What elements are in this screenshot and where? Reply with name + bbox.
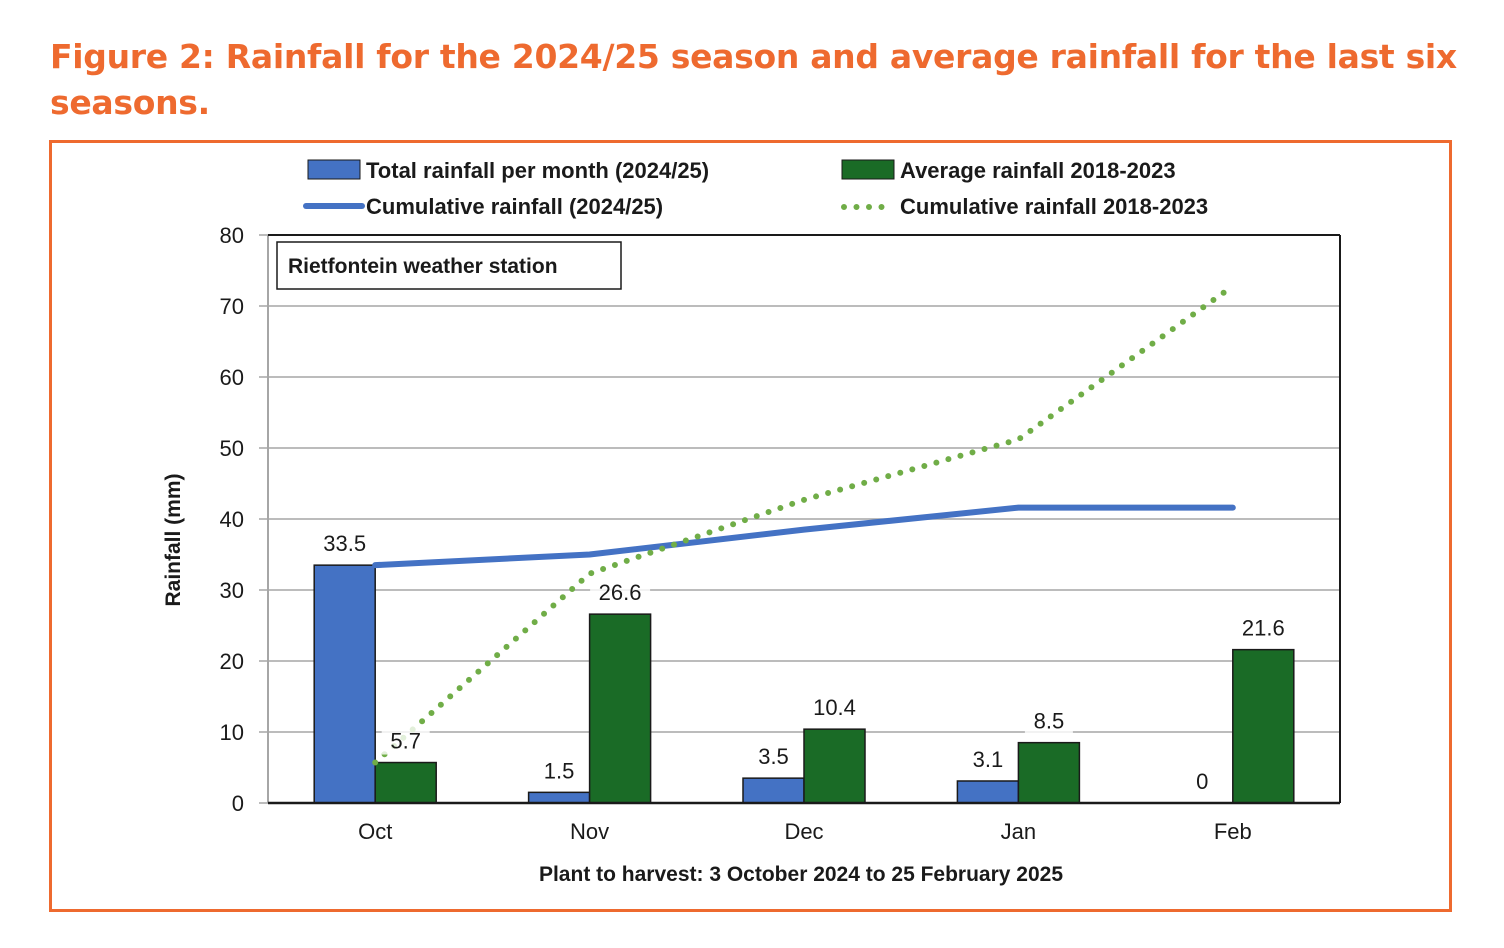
data-label-total-dec: 3.5	[758, 744, 789, 769]
legend-item-cumulative-2024[interactable]: Cumulative rainfall (2024/25)	[303, 194, 663, 219]
data-label-average-jan: 8.5	[1034, 709, 1065, 734]
bar-total-2024-jan	[956, 780, 1020, 804]
y-tick-label: 80	[220, 223, 244, 248]
data-label-average-feb: 21.6	[1242, 616, 1285, 641]
data-label-total-feb-bg	[1190, 767, 1215, 795]
bar-total-2024-nov	[527, 791, 591, 804]
y-tick-label: 40	[220, 507, 244, 532]
data-label-total-jan: 3.1	[973, 747, 1004, 772]
y-axis-ticks: 0 10 20 30 40 50 60 70 80	[220, 223, 268, 816]
x-tick-label-oct: Oct	[358, 819, 392, 844]
legend: Total rainfall per month (2024/25) Avera…	[303, 158, 1208, 219]
y-tick-label: 30	[220, 578, 244, 603]
station-box	[276, 241, 622, 290]
y-tick-label: 60	[220, 365, 244, 390]
data-label-average-dec-bg	[804, 693, 865, 722]
bar-total-2024-dec	[742, 777, 805, 804]
line-cumulative-2024	[372, 504, 1236, 569]
data-label-average-oct: 5.7	[390, 729, 421, 754]
y-tick-label: 20	[220, 649, 244, 674]
bars	[313, 564, 1295, 804]
bar-total-2024-oct	[313, 564, 376, 804]
data-label-total-nov: 1.5	[544, 758, 575, 783]
data-label-total-oct-bg	[314, 529, 375, 558]
x-tick-label-nov: Nov	[570, 819, 609, 844]
gridlines	[268, 234, 1340, 733]
x-tick-label-dec: Dec	[784, 819, 823, 844]
chart-frame	[49, 140, 1452, 912]
station-annotation: Rietfontein weather station	[276, 241, 622, 290]
data-label-average-oct-bg	[381, 726, 430, 755]
y-tick-label: 50	[220, 436, 244, 461]
legend-swatch-bar-green	[841, 159, 895, 180]
data-label-total-jan-bg	[963, 744, 1012, 773]
figure-title: Figure 2: Rainfall for the 2024/25 seaso…	[50, 37, 1457, 122]
y-tick-label: 0	[232, 791, 244, 816]
legend-label: Cumulative rainfall 2018-2023	[900, 194, 1208, 219]
legend-item-total-2024[interactable]: Total rainfall per month (2024/25)	[307, 158, 709, 183]
x-axis-title: Plant to harvest: 3 October 2024 to 25 F…	[539, 863, 1063, 886]
y-tick-label: 10	[220, 720, 244, 745]
x-axis-ticks: Oct Nov Dec Jan Feb	[358, 819, 1252, 844]
data-labels: 33.5 5.7 1.5 26.6 3.5 10.4 3.1 8.5 0 21.6	[314, 529, 1294, 795]
data-label-average-feb-bg	[1233, 613, 1294, 642]
bar-average-jan	[1017, 741, 1081, 804]
data-label-average-dec: 10.4	[813, 695, 856, 720]
station-label: Rietfontein weather station	[288, 255, 558, 278]
data-label-average-nov: 26.6	[599, 580, 642, 605]
bar-average-dec	[803, 728, 866, 804]
data-label-average-jan-bg	[1024, 706, 1073, 735]
legend-label: Total rainfall per month (2024/25)	[366, 158, 709, 183]
y-axis-title: Rainfall (mm)	[162, 473, 185, 606]
cumulative-lines	[372, 283, 1236, 766]
legend-label: Average rainfall 2018-2023	[900, 158, 1176, 183]
data-label-total-dec-bg	[749, 742, 798, 771]
bar-average-feb	[1232, 648, 1295, 804]
x-tick-label-jan: Jan	[1001, 819, 1036, 844]
data-label-total-feb: 0	[1196, 769, 1208, 794]
legend-swatch-bar-blue	[307, 159, 361, 180]
legend-item-average[interactable]: Average rainfall 2018-2023	[841, 158, 1176, 183]
bar-average-nov	[588, 613, 652, 804]
data-label-total-oct: 33.5	[323, 531, 366, 556]
line-cumulative-average	[372, 283, 1236, 766]
y-tick-label: 70	[220, 294, 244, 319]
bar-average-oct	[374, 761, 437, 804]
x-tick-label-feb: Feb	[1214, 819, 1252, 844]
data-label-total-nov-bg	[535, 756, 584, 785]
legend-label: Cumulative rainfall (2024/25)	[366, 194, 663, 219]
data-label-average-nov-bg	[590, 578, 651, 607]
legend-item-cumulative-average[interactable]: Cumulative rainfall 2018-2023	[841, 194, 1208, 219]
axes	[267, 234, 1341, 805]
